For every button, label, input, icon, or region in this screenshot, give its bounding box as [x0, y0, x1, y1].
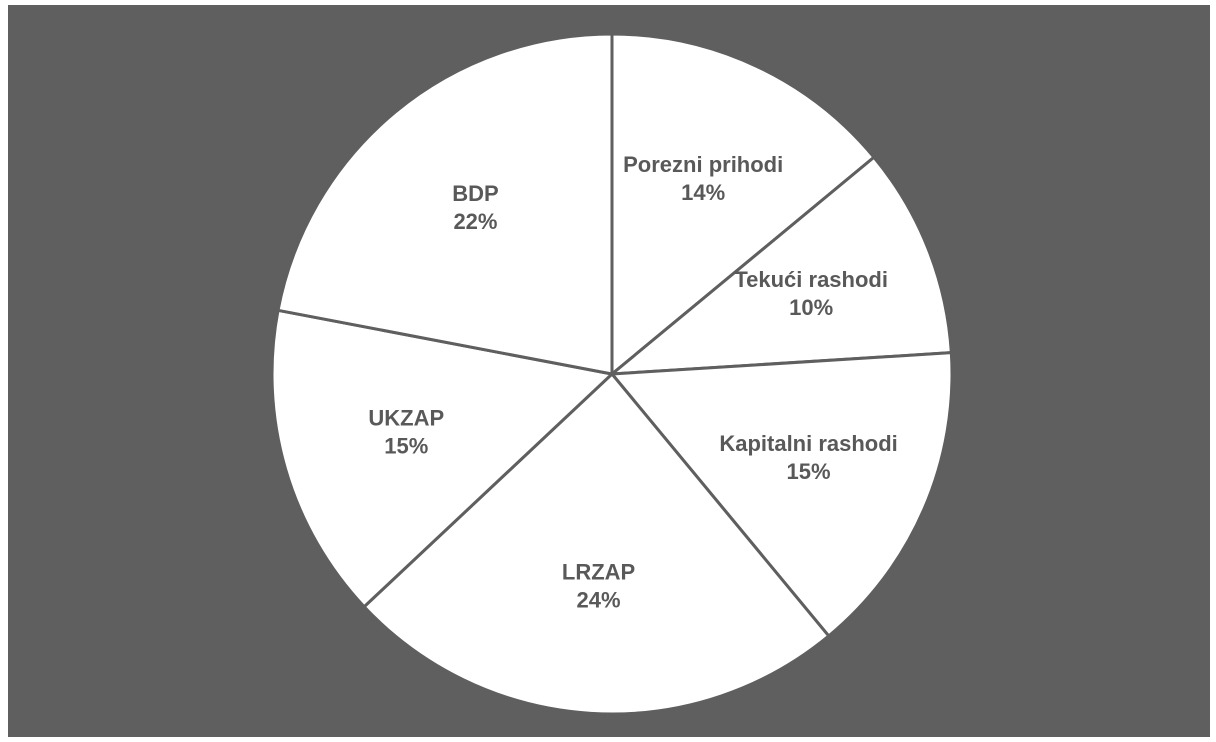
slice-value-label: 22% — [453, 209, 497, 234]
slice-label: LRZAP — [562, 560, 635, 585]
slice-label: Tekući rashodi — [734, 267, 888, 292]
pie-slice — [270, 308, 616, 609]
slice-label: UKZAP — [368, 406, 444, 431]
slice-value-label: 15% — [787, 459, 831, 484]
pie-slice — [362, 371, 831, 716]
slice-label: Kapitalni rashodi — [719, 431, 897, 456]
slice-label: BDP — [452, 181, 498, 206]
slice-value-label: 14% — [681, 180, 725, 205]
pie-slice — [276, 32, 614, 376]
pie-slice — [608, 351, 954, 639]
pie-slice — [610, 32, 877, 378]
slice-value-label: 15% — [384, 434, 428, 459]
slice-value-label: 24% — [577, 588, 621, 613]
slice-label: Porezni prihodi — [623, 152, 783, 177]
slice-value-label: 10% — [789, 295, 833, 320]
pie-slice — [607, 155, 953, 376]
